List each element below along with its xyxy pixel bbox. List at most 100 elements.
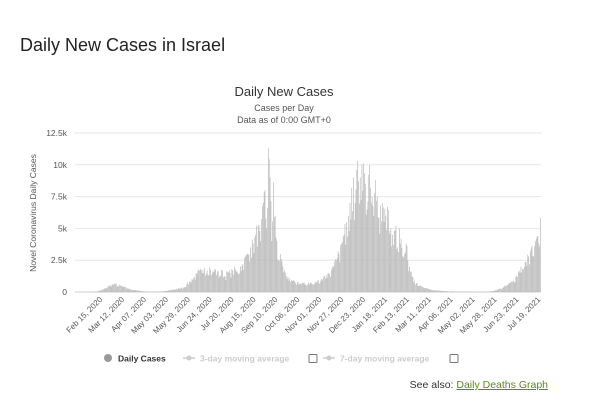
bar[interactable] bbox=[224, 276, 226, 292]
bar[interactable] bbox=[356, 169, 358, 292]
bar[interactable] bbox=[439, 290, 441, 292]
bar[interactable] bbox=[419, 285, 421, 292]
bar[interactable] bbox=[520, 266, 522, 292]
bar[interactable] bbox=[117, 285, 119, 292]
bar[interactable] bbox=[254, 237, 256, 292]
bar[interactable] bbox=[341, 243, 342, 292]
bar[interactable] bbox=[508, 283, 510, 292]
bar[interactable] bbox=[168, 290, 170, 292]
bar[interactable] bbox=[139, 290, 141, 292]
bar[interactable] bbox=[340, 245, 342, 292]
bar[interactable] bbox=[193, 278, 194, 292]
bar[interactable] bbox=[197, 271, 199, 292]
bar[interactable] bbox=[140, 291, 142, 292]
bar[interactable] bbox=[279, 253, 281, 292]
bar[interactable] bbox=[166, 290, 168, 292]
bar[interactable] bbox=[317, 280, 319, 292]
bar[interactable] bbox=[176, 288, 177, 292]
bar[interactable] bbox=[186, 284, 188, 292]
bar[interactable] bbox=[284, 270, 285, 292]
bar[interactable] bbox=[273, 217, 275, 292]
bar[interactable] bbox=[184, 287, 186, 292]
legend-item[interactable]: 7-day moving average bbox=[323, 354, 430, 364]
bar[interactable] bbox=[443, 291, 444, 292]
bar[interactable] bbox=[105, 288, 107, 292]
bar[interactable] bbox=[381, 221, 382, 292]
bar[interactable] bbox=[233, 274, 234, 292]
bar[interactable] bbox=[122, 286, 124, 292]
bar[interactable] bbox=[293, 280, 295, 292]
bar[interactable] bbox=[120, 285, 122, 292]
bar[interactable] bbox=[338, 253, 340, 292]
bar[interactable] bbox=[421, 286, 422, 292]
bar[interactable] bbox=[539, 246, 541, 292]
legend-item[interactable]: 3-day moving average bbox=[183, 354, 290, 364]
bar[interactable] bbox=[172, 289, 174, 292]
bar[interactable] bbox=[331, 268, 333, 292]
bar[interactable] bbox=[392, 234, 393, 292]
bar[interactable] bbox=[354, 202, 356, 292]
bar[interactable] bbox=[145, 291, 147, 292]
bar[interactable] bbox=[287, 276, 289, 292]
bar[interactable] bbox=[377, 216, 379, 292]
bar[interactable] bbox=[444, 291, 446, 292]
bar[interactable] bbox=[289, 278, 291, 292]
bar[interactable] bbox=[132, 289, 134, 292]
bar[interactable] bbox=[339, 262, 341, 292]
bar[interactable] bbox=[260, 241, 262, 292]
bar[interactable] bbox=[307, 284, 308, 292]
bar[interactable] bbox=[336, 260, 337, 292]
bar[interactable] bbox=[239, 273, 240, 292]
bar[interactable] bbox=[395, 225, 397, 292]
bar[interactable] bbox=[435, 290, 437, 292]
bar[interactable] bbox=[266, 228, 268, 292]
bar[interactable] bbox=[434, 290, 436, 292]
bar[interactable] bbox=[262, 202, 264, 292]
bar[interactable] bbox=[347, 236, 348, 292]
bar[interactable] bbox=[330, 270, 332, 292]
bar[interactable] bbox=[239, 266, 241, 292]
bar[interactable] bbox=[353, 220, 355, 292]
bar[interactable] bbox=[177, 288, 179, 292]
bar[interactable] bbox=[264, 190, 266, 292]
bar[interactable] bbox=[344, 224, 346, 292]
bar[interactable] bbox=[225, 280, 227, 292]
bar[interactable] bbox=[107, 286, 109, 292]
bar[interactable] bbox=[111, 284, 113, 292]
bar[interactable] bbox=[244, 257, 245, 292]
bar[interactable] bbox=[268, 148, 269, 292]
bar[interactable] bbox=[525, 261, 527, 292]
bar[interactable] bbox=[238, 274, 239, 292]
bar[interactable] bbox=[228, 270, 230, 292]
bar[interactable] bbox=[374, 193, 376, 292]
bar[interactable] bbox=[362, 190, 364, 292]
bar[interactable] bbox=[417, 286, 419, 292]
bar[interactable] bbox=[410, 271, 411, 292]
bar[interactable] bbox=[413, 282, 415, 292]
bar[interactable] bbox=[253, 253, 255, 292]
bar[interactable] bbox=[495, 290, 497, 292]
bar[interactable] bbox=[124, 286, 126, 292]
bar[interactable] bbox=[408, 271, 410, 292]
bar[interactable] bbox=[335, 259, 336, 292]
bar[interactable] bbox=[278, 259, 279, 292]
bar[interactable] bbox=[513, 282, 515, 292]
bar[interactable] bbox=[516, 275, 518, 292]
bar[interactable] bbox=[119, 284, 120, 292]
bar[interactable] bbox=[203, 273, 205, 292]
bar[interactable] bbox=[221, 270, 222, 292]
bar[interactable] bbox=[396, 249, 398, 292]
bar[interactable] bbox=[426, 288, 427, 292]
bar[interactable] bbox=[114, 283, 115, 292]
bar[interactable] bbox=[404, 252, 406, 292]
bar[interactable] bbox=[540, 218, 541, 292]
bar[interactable] bbox=[501, 288, 503, 292]
bar[interactable] bbox=[183, 286, 185, 292]
bar[interactable] bbox=[531, 246, 533, 292]
bar[interactable] bbox=[534, 246, 535, 292]
bar[interactable] bbox=[333, 266, 335, 292]
bar[interactable] bbox=[430, 289, 432, 292]
bar[interactable] bbox=[502, 287, 504, 292]
bar[interactable] bbox=[296, 282, 298, 292]
bar[interactable] bbox=[171, 289, 172, 292]
